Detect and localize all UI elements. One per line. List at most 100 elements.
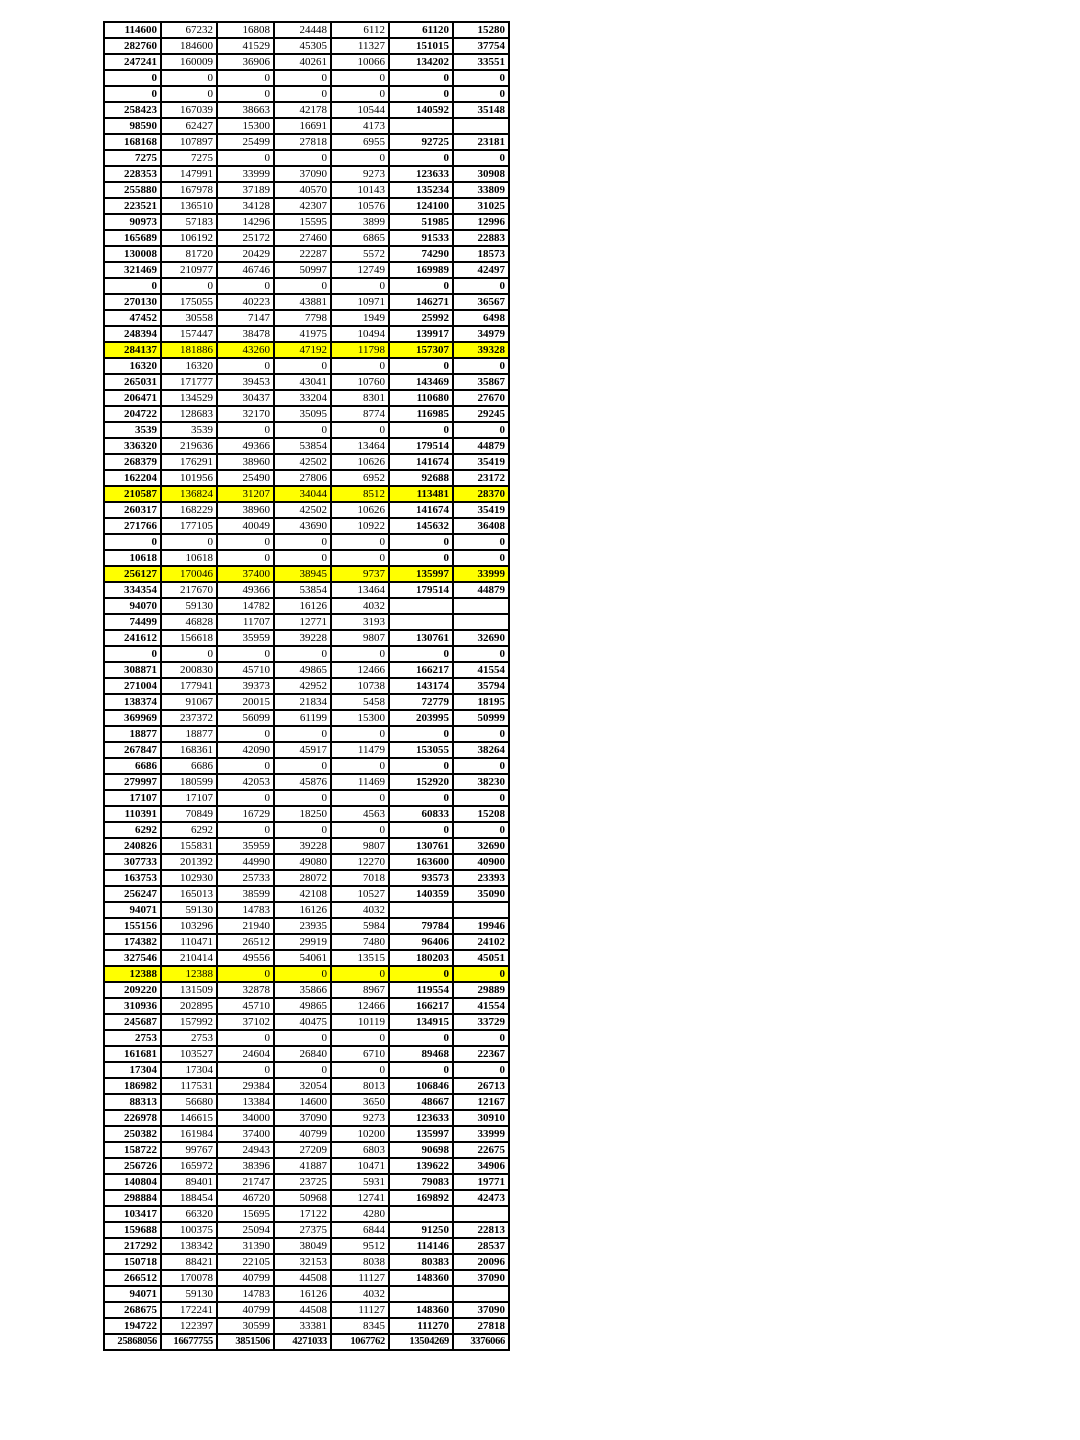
cell[interactable]: 101956 bbox=[160, 469, 218, 487]
cell[interactable]: 47192 bbox=[273, 341, 332, 359]
cell[interactable]: 30437 bbox=[216, 389, 275, 407]
cell[interactable]: 45051 bbox=[452, 949, 510, 967]
cell[interactable]: 0 bbox=[160, 277, 218, 295]
cell[interactable]: 15695 bbox=[216, 1205, 275, 1223]
cell[interactable]: 41554 bbox=[452, 661, 510, 679]
cell[interactable]: 170078 bbox=[160, 1269, 218, 1287]
cell[interactable]: 8967 bbox=[330, 981, 390, 999]
cell[interactable]: 0 bbox=[273, 821, 332, 839]
cell[interactable]: 18573 bbox=[452, 245, 510, 263]
cell[interactable]: 0 bbox=[388, 725, 454, 743]
cell[interactable]: 10971 bbox=[330, 293, 390, 311]
cell[interactable]: 34979 bbox=[452, 325, 510, 343]
cell[interactable]: 209220 bbox=[103, 981, 162, 999]
cell[interactable]: 15595 bbox=[273, 213, 332, 231]
cell[interactable]: 5458 bbox=[330, 693, 390, 711]
cell[interactable]: 48667 bbox=[388, 1093, 454, 1111]
cell[interactable]: 4173 bbox=[330, 117, 390, 135]
cell[interactable]: 0 bbox=[388, 1029, 454, 1047]
cell[interactable]: 0 bbox=[388, 85, 454, 103]
cell[interactable]: 10626 bbox=[330, 501, 390, 519]
cell[interactable]: 0 bbox=[330, 725, 390, 743]
cell[interactable]: 165689 bbox=[103, 229, 162, 247]
cell[interactable]: 18877 bbox=[160, 725, 218, 743]
cell[interactable]: 91533 bbox=[388, 229, 454, 247]
cell[interactable]: 0 bbox=[330, 277, 390, 295]
cell[interactable]: 59130 bbox=[160, 597, 218, 615]
cell[interactable]: 6498 bbox=[452, 309, 510, 327]
cell[interactable]: 8345 bbox=[330, 1317, 390, 1335]
cell[interactable]: 43260 bbox=[216, 341, 275, 359]
cell[interactable]: 98590 bbox=[103, 117, 162, 135]
cell[interactable]: 168229 bbox=[160, 501, 218, 519]
cell[interactable]: 2753 bbox=[103, 1029, 162, 1047]
cell[interactable]: 0 bbox=[273, 149, 332, 167]
cell[interactable]: 12388 bbox=[103, 965, 162, 983]
cell[interactable]: 40570 bbox=[273, 181, 332, 199]
cell[interactable]: 0 bbox=[160, 645, 218, 663]
cell[interactable]: 136510 bbox=[160, 197, 218, 215]
cell[interactable]: 38264 bbox=[452, 741, 510, 759]
cell[interactable]: 9737 bbox=[330, 565, 390, 583]
cell[interactable]: 0 bbox=[330, 645, 390, 663]
cell[interactable]: 19946 bbox=[452, 917, 510, 935]
cell[interactable]: 155156 bbox=[103, 917, 162, 935]
cell[interactable]: 298884 bbox=[103, 1189, 162, 1207]
cell[interactable]: 44879 bbox=[452, 437, 510, 455]
cell[interactable]: 113481 bbox=[388, 485, 454, 503]
cell[interactable]: 200830 bbox=[160, 661, 218, 679]
cell[interactable]: 145632 bbox=[388, 517, 454, 535]
cell[interactable]: 110471 bbox=[160, 933, 218, 951]
cell[interactable]: 26713 bbox=[452, 1077, 510, 1095]
cell[interactable]: 19771 bbox=[452, 1173, 510, 1191]
cell[interactable]: 3899 bbox=[330, 213, 390, 231]
cell[interactable]: 0 bbox=[452, 69, 510, 87]
cell[interactable]: 46746 bbox=[216, 261, 275, 279]
cell[interactable]: 50968 bbox=[273, 1189, 332, 1207]
cell[interactable]: 38945 bbox=[273, 565, 332, 583]
cell[interactable]: 167978 bbox=[160, 181, 218, 199]
cell[interactable]: 26512 bbox=[216, 933, 275, 951]
cell[interactable]: 17304 bbox=[103, 1061, 162, 1079]
cell[interactable]: 136824 bbox=[160, 485, 218, 503]
cell[interactable]: 0 bbox=[330, 533, 390, 551]
cell[interactable]: 39228 bbox=[273, 837, 332, 855]
cell[interactable]: 12771 bbox=[273, 613, 332, 631]
cell[interactable]: 10922 bbox=[330, 517, 390, 535]
cell[interactable]: 42307 bbox=[273, 197, 332, 215]
cell[interactable]: 307733 bbox=[103, 853, 162, 871]
cell[interactable]: 247241 bbox=[103, 53, 162, 71]
cell[interactable]: 0 bbox=[388, 277, 454, 295]
cell[interactable]: 36408 bbox=[452, 517, 510, 535]
cell[interactable]: 22883 bbox=[452, 229, 510, 247]
cell[interactable]: 28370 bbox=[452, 485, 510, 503]
total-cell[interactable]: 1067762 bbox=[330, 1333, 390, 1351]
cell[interactable]: 18250 bbox=[273, 805, 332, 823]
cell[interactable]: 51985 bbox=[388, 213, 454, 231]
cell[interactable]: 47452 bbox=[103, 309, 162, 327]
cell[interactable]: 6710 bbox=[330, 1045, 390, 1063]
cell[interactable]: 163753 bbox=[103, 869, 162, 887]
cell[interactable]: 70849 bbox=[160, 805, 218, 823]
cell[interactable]: 35866 bbox=[273, 981, 332, 999]
cell[interactable]: 8301 bbox=[330, 389, 390, 407]
cell[interactable]: 194722 bbox=[103, 1317, 162, 1335]
cell[interactable]: 7275 bbox=[103, 149, 162, 167]
cell[interactable]: 14782 bbox=[216, 597, 275, 615]
cell[interactable]: 135234 bbox=[388, 181, 454, 199]
cell[interactable]: 169989 bbox=[388, 261, 454, 279]
cell[interactable]: 56099 bbox=[216, 709, 275, 727]
cell[interactable]: 10760 bbox=[330, 373, 390, 391]
cell[interactable]: 6686 bbox=[103, 757, 162, 775]
cell[interactable]: 138342 bbox=[160, 1237, 218, 1255]
cell[interactable]: 32054 bbox=[273, 1077, 332, 1095]
cell[interactable]: 15300 bbox=[330, 709, 390, 727]
cell[interactable]: 38049 bbox=[273, 1237, 332, 1255]
cell[interactable]: 184600 bbox=[160, 37, 218, 55]
cell[interactable]: 99767 bbox=[160, 1141, 218, 1159]
cell[interactable]: 157447 bbox=[160, 325, 218, 343]
cell[interactable]: 177105 bbox=[160, 517, 218, 535]
cell[interactable]: 41554 bbox=[452, 997, 510, 1015]
cell[interactable]: 0 bbox=[273, 725, 332, 743]
cell[interactable]: 0 bbox=[103, 69, 162, 87]
